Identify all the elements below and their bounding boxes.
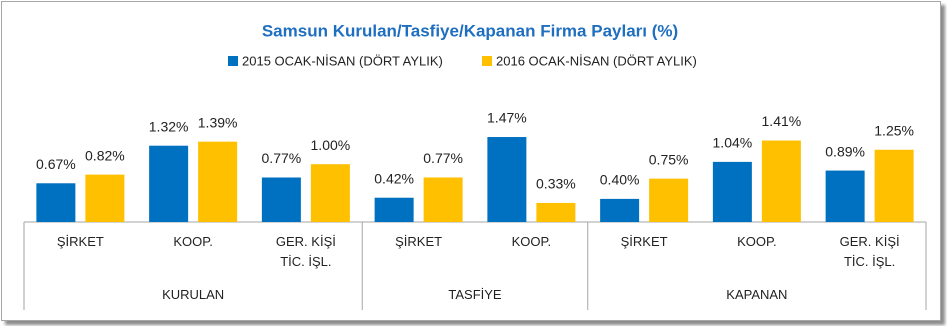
bar bbox=[536, 202, 576, 222]
x-tick-label: ŞİRKET bbox=[395, 234, 443, 249]
data-label: 0.33% bbox=[536, 176, 576, 192]
bar bbox=[825, 170, 865, 222]
data-label: 1.39% bbox=[198, 114, 238, 130]
x-tick-label: KOOP. bbox=[511, 234, 552, 249]
data-label: 1.00% bbox=[311, 137, 351, 153]
chart-title: Samsun Kurulan/Tasfiye/Kapanan Firma Pay… bbox=[262, 21, 678, 40]
data-label: 1.25% bbox=[874, 122, 914, 138]
x-tick-label: ŞİRKET bbox=[56, 234, 104, 249]
bar bbox=[712, 161, 752, 222]
bar bbox=[374, 197, 414, 222]
bar bbox=[85, 174, 125, 222]
data-label: 1.41% bbox=[762, 113, 802, 129]
data-label: 0.77% bbox=[423, 150, 463, 166]
group-label: KURULAN bbox=[162, 287, 225, 302]
data-label: 0.67% bbox=[36, 156, 76, 172]
x-tick-label: GER. KİŞİ TİC. İŞL. bbox=[839, 234, 900, 269]
data-label: 0.42% bbox=[374, 170, 414, 186]
bar bbox=[261, 177, 301, 222]
bar bbox=[36, 183, 76, 222]
legend-swatch bbox=[228, 56, 238, 66]
data-label: 1.47% bbox=[487, 110, 527, 126]
data-label: 0.89% bbox=[825, 143, 865, 159]
x-tick-label: KOOP. bbox=[737, 234, 777, 249]
x-tick-label: ŞİRKET bbox=[620, 234, 668, 249]
bar bbox=[761, 140, 801, 222]
data-label: 0.75% bbox=[649, 151, 689, 167]
group-label: TASFİYE bbox=[448, 287, 502, 302]
bar bbox=[600, 198, 640, 222]
data-label: 1.32% bbox=[149, 118, 189, 134]
data-label: 0.40% bbox=[600, 172, 640, 188]
bar bbox=[487, 137, 527, 222]
bar bbox=[874, 149, 914, 222]
group-label: KAPANAN bbox=[726, 287, 788, 302]
bar bbox=[649, 178, 689, 222]
legend-label: 2015 OCAK-NİSAN (DÖRT AYLIK) bbox=[242, 53, 443, 68]
bar bbox=[149, 145, 189, 222]
data-label: 0.82% bbox=[85, 147, 125, 163]
bar bbox=[423, 177, 463, 222]
data-label: 1.04% bbox=[713, 135, 753, 151]
x-tick-label: KOOP. bbox=[173, 234, 213, 249]
bar bbox=[310, 164, 350, 222]
legend-label: 2016 OCAK-NİSAN (DÖRT AYLIK) bbox=[496, 53, 697, 68]
x-tick-label: GER. KİŞİ TİC. İŞL. bbox=[275, 234, 336, 269]
data-label: 0.77% bbox=[262, 150, 302, 166]
bar bbox=[198, 141, 238, 222]
legend-swatch bbox=[482, 56, 492, 66]
